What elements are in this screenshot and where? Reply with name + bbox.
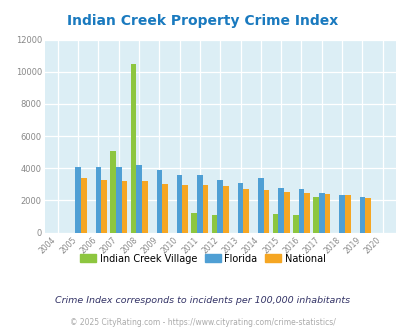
Bar: [339, 195, 344, 233]
Bar: [237, 183, 243, 233]
Bar: [292, 215, 298, 233]
Bar: [197, 175, 202, 233]
Bar: [156, 170, 162, 233]
Bar: [130, 64, 136, 233]
Bar: [162, 184, 168, 233]
Bar: [211, 215, 217, 233]
Bar: [75, 168, 81, 233]
Bar: [122, 181, 127, 233]
Bar: [364, 198, 370, 233]
Bar: [177, 175, 182, 233]
Bar: [272, 214, 278, 233]
Bar: [318, 193, 324, 233]
Bar: [313, 197, 318, 233]
Text: © 2025 CityRating.com - https://www.cityrating.com/crime-statistics/: © 2025 CityRating.com - https://www.city…: [70, 318, 335, 327]
Bar: [359, 197, 364, 233]
Bar: [116, 167, 121, 233]
Bar: [298, 189, 304, 233]
Bar: [182, 185, 188, 233]
Bar: [344, 195, 350, 233]
Bar: [258, 178, 263, 233]
Bar: [96, 168, 101, 233]
Bar: [202, 185, 208, 233]
Text: Crime Index corresponds to incidents per 100,000 inhabitants: Crime Index corresponds to incidents per…: [55, 296, 350, 306]
Bar: [243, 189, 249, 233]
Bar: [223, 186, 228, 233]
Bar: [81, 178, 87, 233]
Bar: [324, 194, 330, 233]
Bar: [304, 193, 309, 233]
Bar: [217, 181, 223, 233]
Bar: [284, 192, 289, 233]
Bar: [191, 214, 197, 233]
Legend: Indian Creek Village, Florida, National: Indian Creek Village, Florida, National: [76, 249, 329, 267]
Bar: [142, 181, 147, 233]
Bar: [110, 150, 116, 233]
Bar: [101, 180, 107, 233]
Bar: [278, 187, 284, 233]
Bar: [263, 190, 269, 233]
Text: Indian Creek Property Crime Index: Indian Creek Property Crime Index: [67, 15, 338, 28]
Bar: [136, 165, 142, 233]
